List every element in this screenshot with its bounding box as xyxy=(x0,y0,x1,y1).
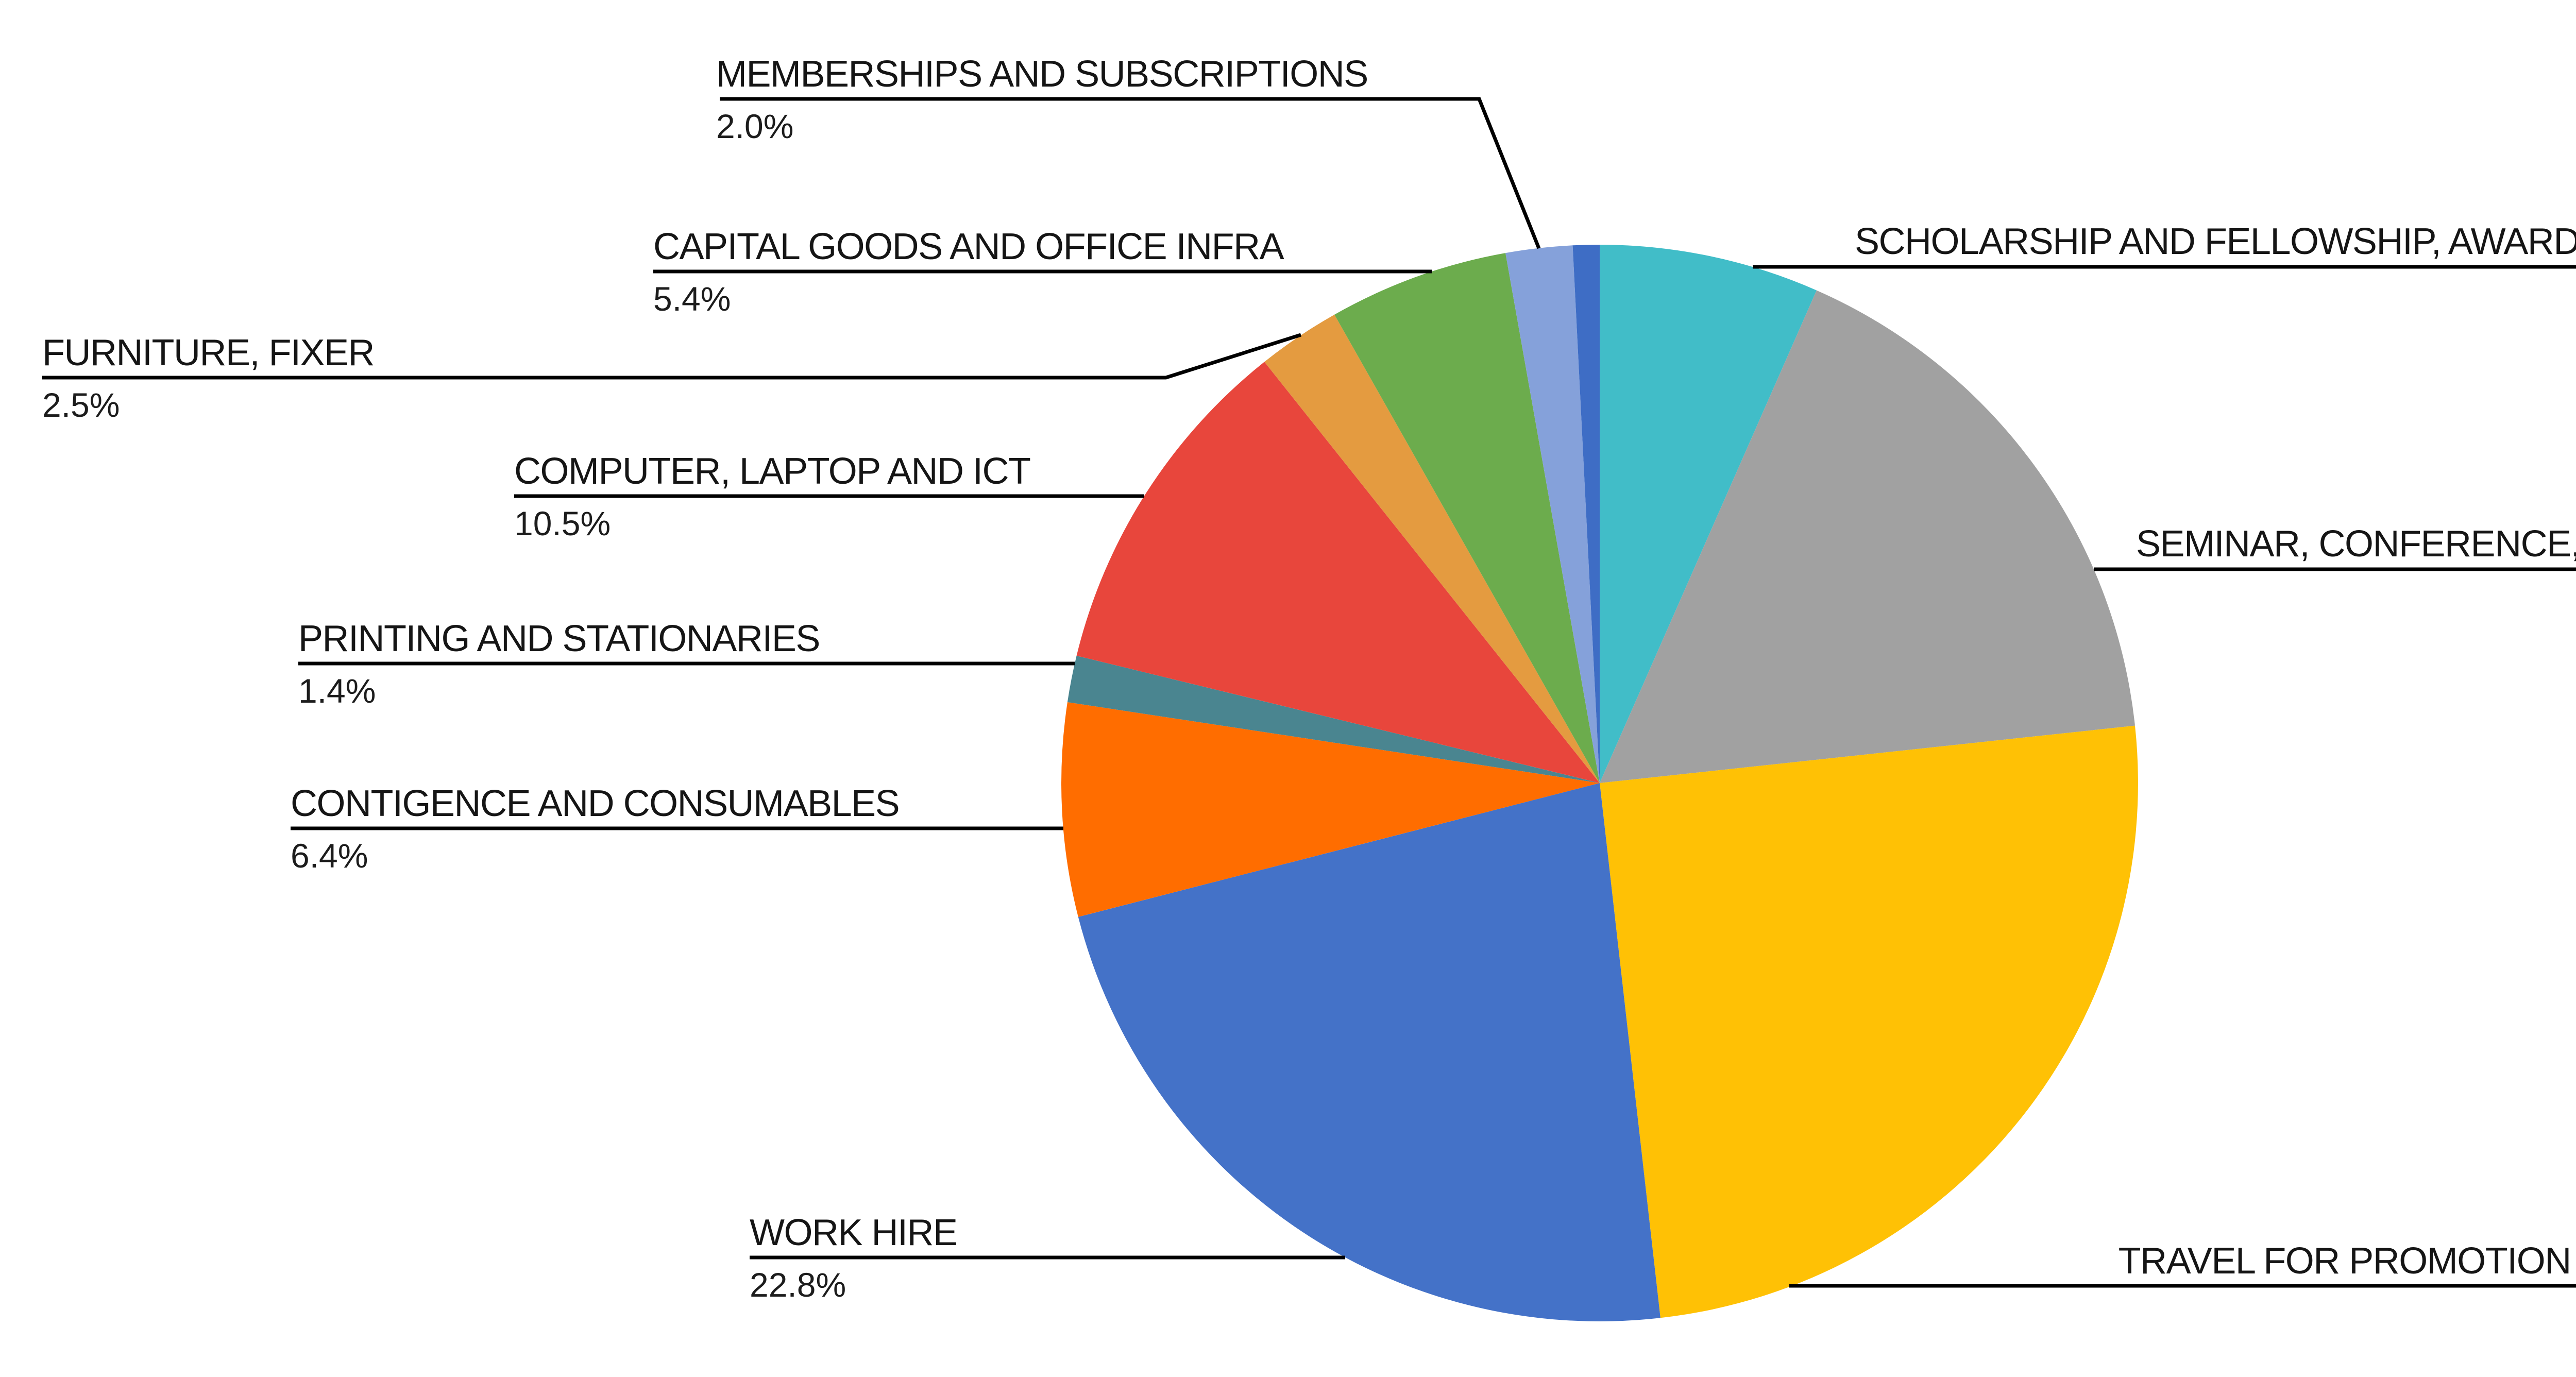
callout-seminar-label: SEMINAR, CONFERENCE, EVENTS AND DELE... xyxy=(2136,523,2576,565)
pie-slice-printing[interactable] xyxy=(1067,655,1600,783)
callout-travel-pct: 24.9% xyxy=(1788,1296,2576,1330)
callout-memberships-label: MEMBERSHIPS AND SUBSCRIPTIONS xyxy=(716,54,1368,95)
pie-slice-contigence[interactable] xyxy=(1061,702,1600,917)
callout-seminar-pct: 16.7% xyxy=(2094,579,2576,613)
pie-slice-memberships[interactable] xyxy=(1505,245,1600,783)
callout-memberships-pct: 2.0% xyxy=(716,107,794,145)
pie-slice-scholarship[interactable] xyxy=(1600,245,1817,783)
pie-slice-furniture[interactable] xyxy=(1264,314,1600,783)
callout-scholarship-pct: 6.6% xyxy=(1748,277,2576,311)
callout-printing-label: PRINTING AND STATIONARIES xyxy=(298,618,820,659)
pie-slice-capital[interactable] xyxy=(1334,253,1600,784)
callout-computer-label: COMPUTER, LAPTOP AND ICT xyxy=(514,451,1031,492)
leader-line-memberships xyxy=(720,97,1541,249)
pie-slice-work_hire[interactable] xyxy=(1078,783,1660,1321)
callout-printing-pct: 1.4% xyxy=(298,672,376,710)
callout-work-hire-pct: 22.8% xyxy=(750,1266,846,1304)
pie-slice-other[interactable] xyxy=(1572,244,1600,784)
callout-travel-label: TRAVEL FOR PROMOTION OF INTERNATIONAL RE… xyxy=(2118,1240,2576,1282)
callout-contigence-pct: 6.4% xyxy=(291,837,368,875)
callout-work-hire-label: WORK HIRE xyxy=(750,1212,958,1253)
callout-contigence-label: CONTIGENCE AND CONSUMABLES xyxy=(291,783,900,824)
callout-furniture-label: FURNITURE, FIXER xyxy=(42,332,375,373)
pie-slice-travel[interactable] xyxy=(1600,725,2138,1318)
callout-computer-pct: 10.5% xyxy=(514,504,611,542)
pie-slice-computer[interactable] xyxy=(1076,362,1600,783)
callout-furniture-pct: 2.5% xyxy=(42,386,120,424)
callout-capital-goods-pct: 5.4% xyxy=(653,280,731,318)
callout-capital-goods-label: CAPITAL GOODS AND OFFICE INFRA xyxy=(653,226,1284,267)
pie-slice-seminar[interactable] xyxy=(1600,290,2135,783)
leader-line-furniture xyxy=(42,333,1302,380)
